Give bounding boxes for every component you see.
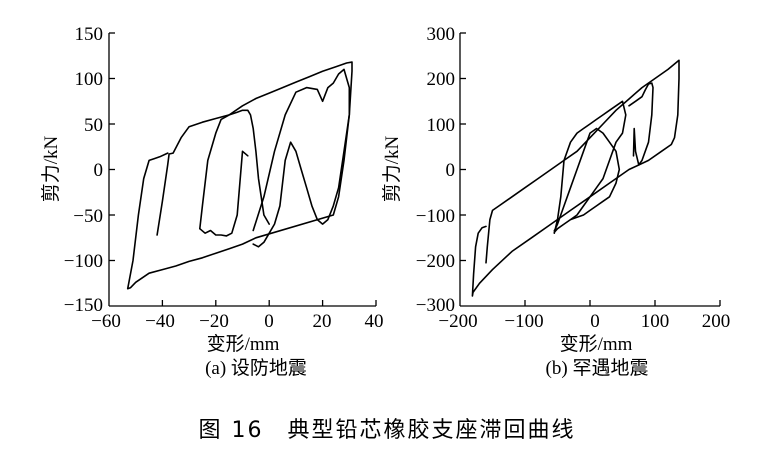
svg-text:150: 150 — [75, 24, 104, 45]
svg-text:−50: −50 — [73, 206, 103, 227]
svg-text:0: 0 — [590, 311, 600, 332]
svg-text:−100: −100 — [416, 206, 455, 227]
svg-text:−60: −60 — [91, 311, 121, 332]
svg-text:−150: −150 — [64, 295, 103, 316]
svg-text:0: 0 — [94, 160, 104, 181]
panel-a-y-ticks — [109, 32, 115, 262]
panel-b-y-axis-title: 剪力/kN — [381, 135, 403, 202]
panel-a-y-axis-title: 剪力/kN — [40, 135, 62, 202]
panel-a-x-axis-title: 变形/mm — [207, 333, 280, 355]
panel-b-chart: 300 200 100 0 −100 −200 −300 −200 −100 0… — [381, 24, 730, 379]
hysteresis-series-inner-loop-1 — [199, 109, 271, 230]
svg-text:0: 0 — [446, 160, 456, 181]
panel-b-caption: (b) 罕遇地震 — [546, 357, 649, 379]
panel-a-x-tick-labels: −60 −40 −20 0 20 40 — [91, 311, 383, 332]
svg-text:−200: −200 — [438, 311, 477, 332]
hysteresis-series-dense-core — [553, 100, 627, 234]
svg-text:200: 200 — [427, 69, 456, 90]
svg-text:−300: −300 — [416, 295, 455, 316]
panel-a-hysteresis-curves — [126, 61, 353, 290]
svg-text:−20: −20 — [199, 311, 229, 332]
svg-text:50: 50 — [84, 115, 103, 136]
panel-b-hysteresis-curves — [471, 59, 680, 297]
svg-text:−100: −100 — [504, 311, 543, 332]
panel-a-chart: 150 100 50 0 −50 −100 −150 −60 −40 −20 0… — [40, 24, 384, 379]
svg-text:200: 200 — [702, 311, 731, 332]
svg-text:100: 100 — [75, 69, 104, 90]
panel-a-caption: (a) 设防地震 — [205, 357, 307, 379]
hysteresis-series-inner-loop-2 — [199, 150, 249, 237]
panel-b-x-ticks — [524, 300, 721, 306]
panel-b-x-tick-labels: −200 −100 0 100 200 — [438, 311, 730, 332]
svg-text:−100: −100 — [64, 251, 103, 272]
hysteresis-series-mid-loop — [628, 82, 654, 166]
panel-b-y-tick-labels: 300 200 100 0 −100 −200 −300 — [416, 24, 455, 316]
panel-b-y-ticks — [460, 32, 466, 262]
svg-text:0: 0 — [264, 311, 274, 332]
svg-text:20: 20 — [313, 311, 332, 332]
panel-b-x-axis-title: 变形/mm — [560, 333, 633, 355]
hysteresis-series-hysteresis — [471, 59, 680, 297]
panel-a-x-ticks — [161, 300, 377, 306]
svg-text:100: 100 — [641, 311, 670, 332]
figure-caption: 图 16 典型铅芯橡胶支座滞回曲线 — [199, 418, 576, 443]
panel-a-y-tick-labels: 150 100 50 0 −50 −100 −150 — [64, 24, 103, 316]
hysteresis-series-dense-core — [252, 68, 351, 248]
svg-text:300: 300 — [427, 24, 456, 45]
svg-text:100: 100 — [427, 115, 456, 136]
svg-text:40: 40 — [365, 311, 384, 332]
svg-text:−40: −40 — [145, 311, 175, 332]
svg-text:−200: −200 — [416, 251, 455, 272]
